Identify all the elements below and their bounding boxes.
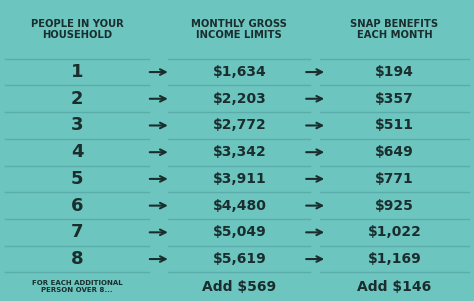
- Text: Add $146: Add $146: [357, 280, 431, 294]
- Text: 1: 1: [71, 63, 83, 81]
- Text: PEOPLE IN YOUR
HOUSEHOLD: PEOPLE IN YOUR HOUSEHOLD: [31, 19, 124, 40]
- Text: Add $569: Add $569: [202, 280, 276, 294]
- Text: 3: 3: [71, 116, 83, 135]
- Text: $1,169: $1,169: [367, 252, 421, 266]
- Text: $649: $649: [375, 145, 414, 159]
- Text: $1,634: $1,634: [212, 65, 266, 79]
- FancyBboxPatch shape: [308, 0, 474, 301]
- Text: $194: $194: [375, 65, 414, 79]
- Text: 5: 5: [71, 170, 83, 188]
- Text: MONTHLY GROSS
INCOME LIMITS: MONTHLY GROSS INCOME LIMITS: [191, 19, 287, 40]
- Text: 4: 4: [71, 143, 83, 161]
- Bar: [320, 277, 469, 301]
- Bar: [168, 277, 310, 301]
- Text: 8: 8: [71, 250, 83, 268]
- Text: $5,619: $5,619: [212, 252, 266, 266]
- Text: $3,911: $3,911: [212, 172, 266, 186]
- FancyBboxPatch shape: [0, 0, 161, 301]
- FancyBboxPatch shape: [156, 0, 322, 301]
- Text: $5,049: $5,049: [212, 225, 266, 239]
- Text: $925: $925: [375, 199, 414, 213]
- Text: $2,203: $2,203: [212, 92, 266, 106]
- Text: 2: 2: [71, 90, 83, 108]
- Text: 6: 6: [71, 197, 83, 215]
- Bar: [5, 277, 149, 301]
- Text: $357: $357: [375, 92, 414, 106]
- Text: 7: 7: [71, 223, 83, 241]
- Text: $771: $771: [375, 172, 414, 186]
- Text: $511: $511: [375, 119, 414, 132]
- Text: $2,772: $2,772: [212, 119, 266, 132]
- Text: $1,022: $1,022: [367, 225, 421, 239]
- Text: $4,480: $4,480: [212, 199, 266, 213]
- Text: $3,342: $3,342: [212, 145, 266, 159]
- Text: SNAP BENEFITS
EACH MONTH: SNAP BENEFITS EACH MONTH: [350, 19, 438, 40]
- Text: FOR EACH ADDITIONAL
PERSON OVER 8...: FOR EACH ADDITIONAL PERSON OVER 8...: [32, 280, 123, 293]
